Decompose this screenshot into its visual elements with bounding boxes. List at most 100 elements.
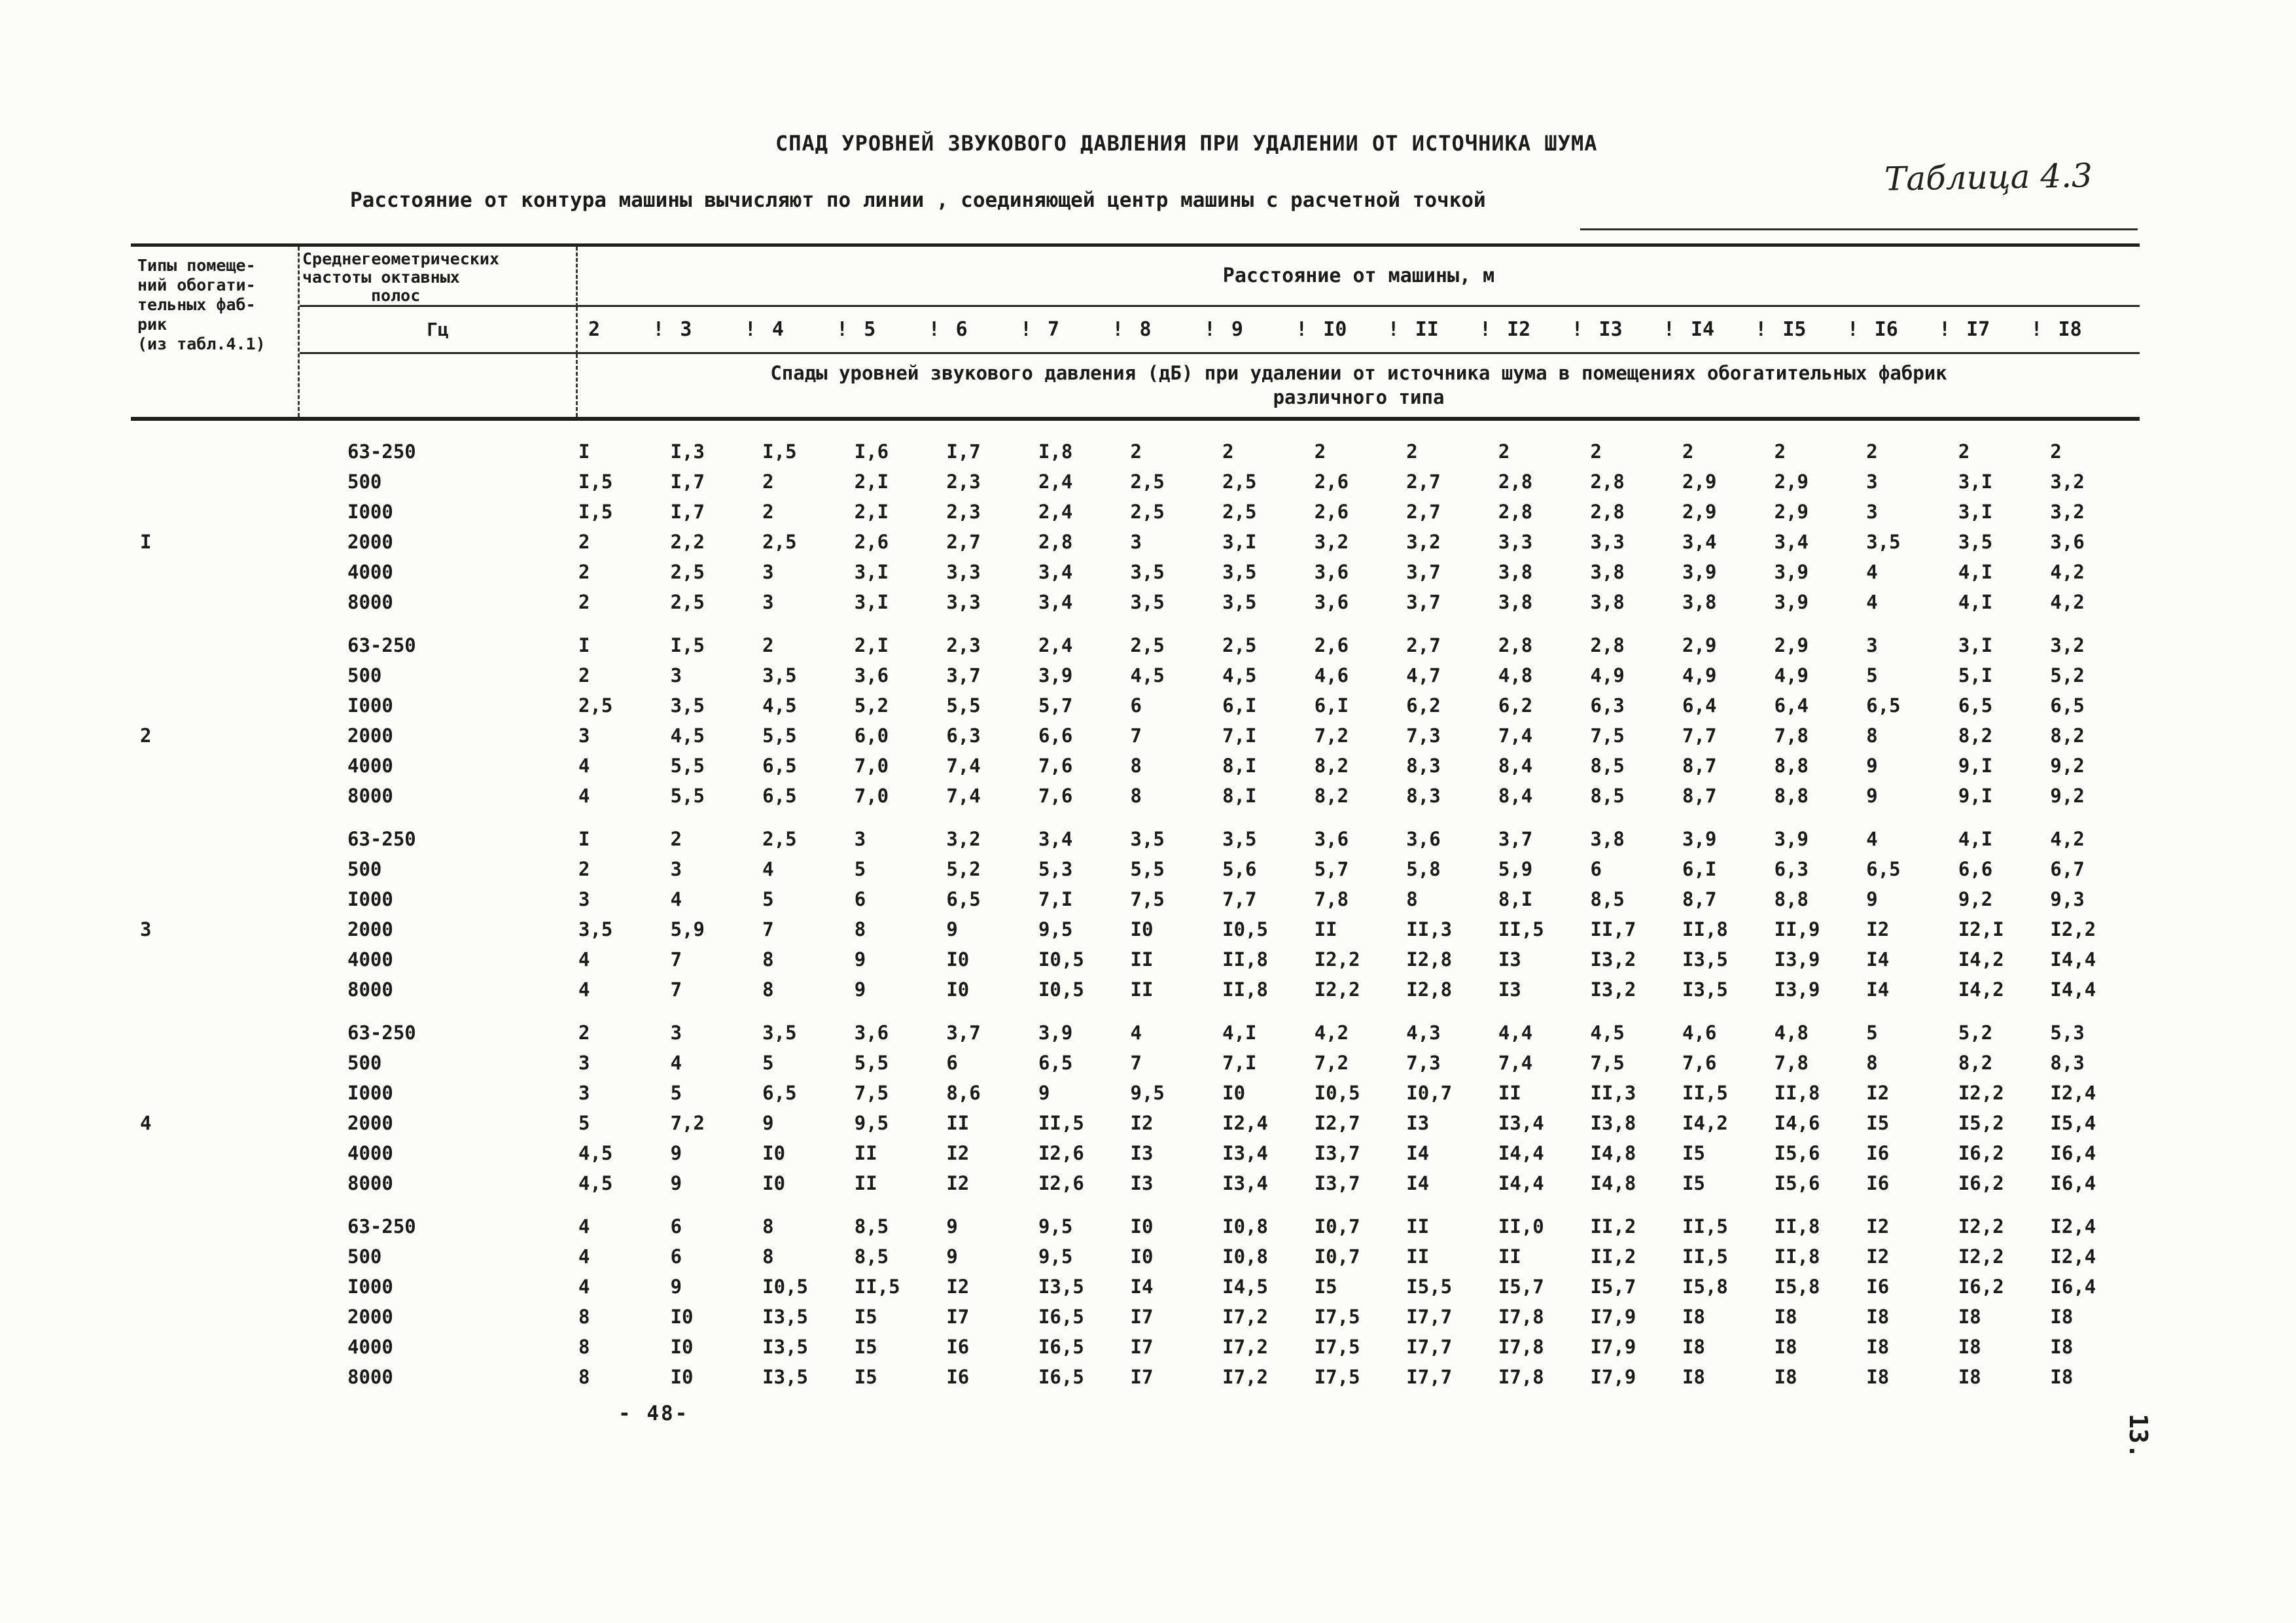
- value-cell: 8: [1406, 888, 1418, 910]
- value-cell: 8,8: [1774, 888, 1809, 910]
- column-separator-glyph: !: [1939, 318, 1951, 341]
- value-cell: 8: [578, 1336, 590, 1358]
- value-cell: I0: [670, 1336, 694, 1358]
- value-cell: 2,5: [578, 694, 613, 717]
- value-cell: 2: [1406, 440, 1418, 463]
- value-cell: 4,5: [670, 724, 705, 747]
- value-cell: 2: [1590, 440, 1602, 463]
- value-cell: 3,I: [1958, 634, 1993, 656]
- value-cell: I4: [1130, 1275, 1154, 1298]
- value-cell: I8: [1958, 1366, 1981, 1388]
- distance-value: 7: [1048, 318, 1060, 341]
- value-cell: I5: [1682, 1142, 1705, 1164]
- value-cell: 2: [578, 858, 590, 880]
- distance-header-cell: I0!: [1313, 318, 1404, 341]
- value-cell: 2: [762, 634, 774, 656]
- value-cell: 2: [1222, 440, 1234, 463]
- value-cell: 2,9: [1774, 501, 1809, 523]
- table-row: 500 2 3 3,5 3,6 3,7 3,9 4,5 4,5 4,6 4,7 4,8 4,9 4,9 4,…: [131, 660, 2140, 690]
- value-cell: 8,5: [1590, 785, 1625, 807]
- header-room-types-line: рик: [137, 315, 168, 334]
- distance-header-cell: 3!: [669, 318, 761, 341]
- value-cell: II,3: [1590, 1082, 1636, 1104]
- value-cell: I8: [1958, 1306, 1981, 1328]
- value-cell: I2,2: [1958, 1215, 2004, 1238]
- distance-value: 9: [1231, 318, 1243, 341]
- value-cell: 9,5: [1038, 1215, 1073, 1238]
- value-cell: 3,5: [762, 1022, 797, 1044]
- value-cell: 4,I: [1958, 561, 1993, 583]
- value-cell: I7,5: [1314, 1306, 1360, 1328]
- value-cell: 4: [578, 1275, 590, 1298]
- distance-value: II: [1415, 318, 1439, 341]
- value-cell: 5: [762, 1052, 774, 1074]
- value-cell: 7,2: [1314, 724, 1349, 747]
- value-cell: 9,5: [1130, 1082, 1165, 1104]
- value-cell: I6,2: [1958, 1172, 2004, 1194]
- value-cell: 2: [578, 1022, 590, 1044]
- value-cell: I,3: [670, 440, 705, 463]
- value-cell: I5,8: [1774, 1275, 1820, 1298]
- table-row: 8000 2 2,5 3 3,I 3,3 3,4 3,5 3,5 3,6 3,7 3,8 3,8 3,8 3…: [131, 587, 2140, 617]
- value-cell: 6,I: [1682, 858, 1717, 880]
- value-cell: 6,5: [1866, 694, 1901, 717]
- value-cell: I8: [1958, 1336, 1981, 1358]
- column-separator-glyph: !: [836, 318, 849, 341]
- value-cell: II,5: [1682, 1082, 1728, 1104]
- value-cell: 4,5: [1222, 664, 1257, 687]
- value-cell: I0,7: [1406, 1082, 1453, 1104]
- distance-header-cell: 8!: [1129, 318, 1220, 341]
- value-cell: I3: [1498, 978, 1521, 1001]
- value-cell: 2,5: [1222, 471, 1257, 493]
- room-type-group: 63-250 2 3 3,5 3,6 3,7 3,9 4 4,I 4,2 4,3 4,4 4,5 4,6 4…: [131, 1018, 2140, 1198]
- value-cell: 9: [1866, 785, 1878, 807]
- value-cell: 3,8: [1682, 591, 1717, 613]
- value-cell: I7: [1130, 1366, 1154, 1388]
- value-cell: I7,7: [1406, 1366, 1453, 1388]
- value-cell: 3,7: [1498, 828, 1533, 850]
- column-separator-glyph: !: [928, 318, 940, 341]
- value-cell: I3: [1498, 948, 1521, 971]
- value-cell: 5: [762, 888, 774, 910]
- value-cell: 3,8: [1498, 561, 1533, 583]
- value-cell: 3,8: [1590, 828, 1625, 850]
- value-cell: 2: [1866, 440, 1878, 463]
- value-cell: 3,8: [1498, 591, 1533, 613]
- value-cell: I7,7: [1406, 1306, 1453, 1328]
- value-cell: 3: [670, 1022, 682, 1044]
- value-cell: 9: [670, 1142, 682, 1164]
- value-cell: 3: [578, 1052, 590, 1074]
- value-cell: II: [1406, 1215, 1430, 1238]
- value-cell: I3,7: [1314, 1172, 1360, 1194]
- distance-value: 3: [680, 318, 692, 341]
- distance-header-cell: I3!: [1589, 318, 1680, 341]
- value-cell: 7,4: [946, 785, 981, 807]
- value-cell: 4: [670, 1052, 682, 1074]
- header-frequency-empty: [300, 354, 578, 417]
- value-cell: 6,5: [762, 785, 797, 807]
- value-cell: 8: [578, 1366, 590, 1388]
- value-cell: 2,5: [1130, 634, 1165, 656]
- value-cell: I3,9: [1774, 978, 1820, 1001]
- column-separator-glyph: !: [1846, 318, 1859, 341]
- value-cell: I3: [1130, 1172, 1154, 1194]
- value-cell: 6,5: [946, 888, 981, 910]
- value-cell: 5,8: [1406, 858, 1441, 880]
- value-cell: 6,5: [762, 1082, 797, 1104]
- value-cell: 3,5: [1222, 591, 1257, 613]
- table-row: 4000 4,5 9 I0 II I2 I2,6 I3 I3,4 I3,7 I4 I4,4 I4,8 I5…: [131, 1138, 2140, 1168]
- value-cell: I8: [1682, 1336, 1705, 1358]
- value-cell: 4,5: [1130, 664, 1165, 687]
- value-cell: I2,2: [1958, 1245, 2004, 1268]
- value-cell: 5: [854, 858, 866, 880]
- value-cell: 2,6: [1314, 501, 1349, 523]
- column-separator-glyph: !: [1112, 318, 1124, 341]
- value-cell: 9: [946, 918, 958, 940]
- value-cell: 5,I: [1958, 664, 1993, 687]
- value-cell: 6: [1590, 858, 1602, 880]
- value-cell: I2: [946, 1172, 970, 1194]
- value-cell: 2: [1682, 440, 1694, 463]
- value-cell: 9,I: [1958, 785, 1993, 807]
- value-cell: I2,2: [1314, 978, 1360, 1001]
- value-cell: 3: [1130, 531, 1142, 553]
